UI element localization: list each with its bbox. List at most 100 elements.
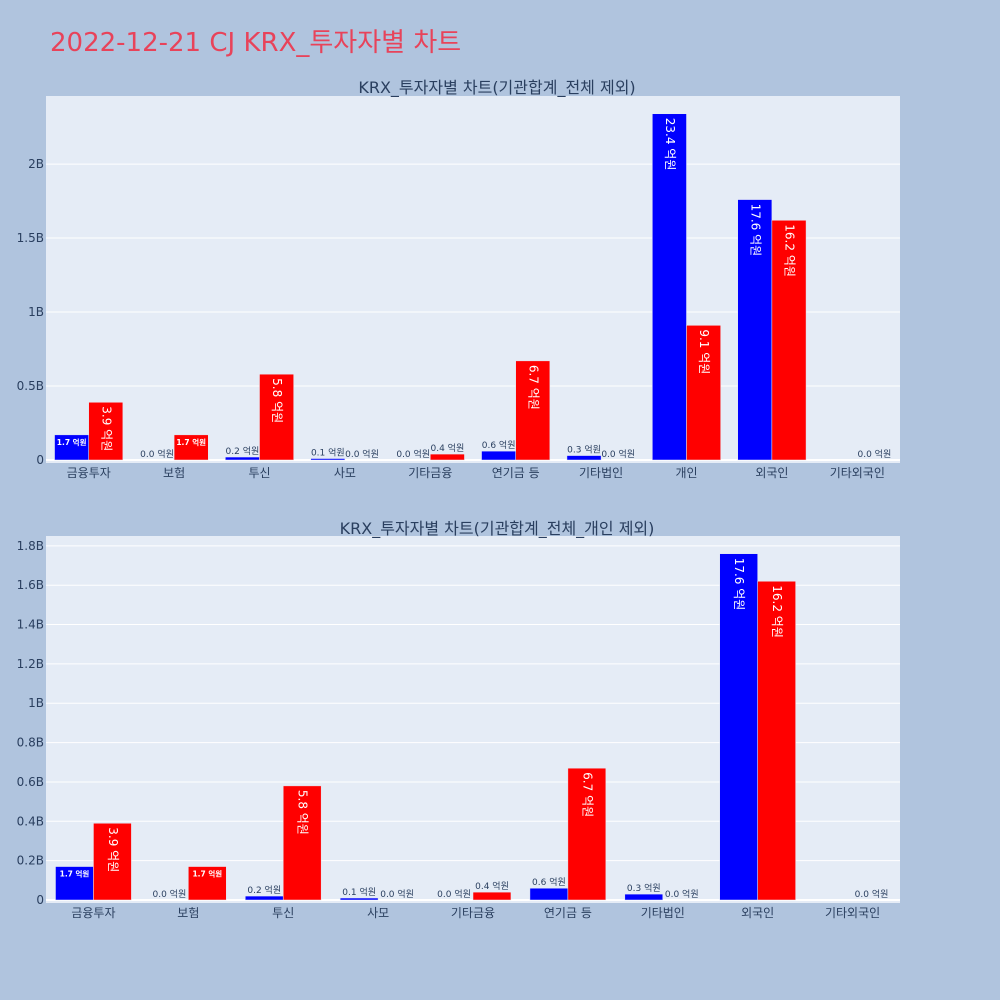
bar-value-label: 0.4 억원: [431, 442, 465, 454]
y-tick-label: 1.4B: [17, 618, 44, 632]
bar-value-label: 0.2 억원: [247, 884, 281, 896]
y-tick-label: 1.5B: [17, 231, 44, 245]
bar-value-label: 1.7 억원: [60, 869, 90, 879]
x-tick-label: 사모: [367, 906, 389, 920]
chart-lower: KRX_투자자별 차트(기관합계_전체_개인 제외) 0 0.2B 0.4B 0.6B 0…: [17, 519, 900, 920]
bar[interactable]: [771, 220, 807, 461]
x-tick-label: 금융투자: [71, 906, 115, 920]
y-tick-label: 0.8B: [17, 736, 44, 750]
bar-value-label: 0.6 억원: [482, 439, 516, 451]
bar-value-label: 6.7 억원: [580, 772, 594, 817]
bar-value-label: 3.9 억원: [106, 827, 120, 872]
bar-value-label: 23.4 억원: [663, 118, 677, 171]
bar-value-label: 1.7 억원: [176, 437, 206, 447]
bar-value-label: 0.1 억원: [342, 886, 376, 898]
x-tick-label: 외국인: [755, 466, 788, 480]
bar[interactable]: [719, 553, 758, 901]
x-tick-label: 연기금 등: [492, 466, 540, 480]
bar[interactable]: [173, 434, 209, 461]
bar-value-label: 17.6 억원: [748, 204, 762, 257]
x-tick-label: 보험: [163, 466, 185, 480]
bar-value-label: 6.7 억원: [526, 365, 540, 410]
bar[interactable]: [282, 785, 322, 901]
bar-value-label: 0.0 억원: [437, 888, 471, 900]
page-title: 2022-12-21 CJ KRX_투자자별 차트: [50, 28, 462, 58]
x-tick-label: 기타외국인: [830, 466, 885, 480]
chart-title: KRX_투자자별 차트(기관합계_전체_개인 제외): [340, 519, 655, 539]
x-tick-label: 연기금 등: [544, 906, 592, 920]
bar[interactable]: [515, 360, 551, 461]
bar[interactable]: [88, 402, 124, 461]
bar[interactable]: [55, 866, 94, 901]
y-tick-label: 0: [36, 893, 44, 907]
bar-value-label: 5.8 억원: [296, 790, 310, 835]
bar[interactable]: [259, 373, 294, 461]
bar-value-label: 0.0 억원: [345, 448, 379, 460]
y-tick-label: 1B: [28, 696, 44, 710]
bar-value-label: 1.7 억원: [57, 437, 87, 447]
bar[interactable]: [686, 325, 721, 461]
y-tick-label: 0.2B: [17, 854, 44, 868]
x-tick-label: 사모: [334, 466, 356, 480]
bar-value-label: 0.0 억원: [152, 888, 186, 900]
bar-value-label: 0.3 억원: [627, 882, 661, 894]
bar-value-label: 17.6 억원: [732, 558, 746, 611]
bar[interactable]: [481, 450, 516, 461]
bar-value-label: 0.0 억원: [601, 448, 635, 460]
bar-value-label: 3.9 억원: [99, 406, 113, 451]
x-tick-label: 개인: [675, 466, 697, 480]
y-tick-label: 2B: [28, 157, 44, 171]
bar-value-label: 0.0 억원: [855, 888, 889, 900]
bar-value-label: 0.0 억원: [665, 888, 699, 900]
bar[interactable]: [54, 434, 89, 461]
bar[interactable]: [188, 866, 227, 901]
bar[interactable]: [624, 893, 664, 901]
y-tick-label: 1.8B: [17, 539, 44, 553]
y-tick-label: 1.6B: [17, 578, 44, 592]
x-tick-label: 외국인: [741, 906, 774, 920]
bar-value-label: 16.2 억원: [770, 585, 784, 638]
bar[interactable]: [225, 456, 260, 461]
bar-value-label: 0.3 억원: [567, 444, 601, 456]
chart-upper: KRX_투자자별 차트(기관합계_전체 제외) 0 0.5B 1B 1.5B 2B 금융투자…: [17, 78, 900, 480]
bar-value-label: 9.1 억원: [697, 329, 711, 374]
bar-value-label: 0.4 억원: [475, 880, 509, 892]
y-tick-label: 0: [36, 453, 44, 467]
bar-value-label: 0.1 억원: [311, 447, 345, 459]
x-tick-label: 기타법인: [641, 906, 685, 920]
bar[interactable]: [245, 895, 284, 901]
bar-value-label: 0.0 억원: [380, 888, 414, 900]
bar-value-label: 0.0 억원: [140, 448, 174, 460]
bar[interactable]: [472, 891, 512, 901]
bar[interactable]: [652, 113, 687, 461]
y-tick-label: 0.6B: [17, 775, 44, 789]
y-tick-label: 1.2B: [17, 657, 44, 671]
bar[interactable]: [567, 767, 607, 901]
y-tick-label: 1B: [28, 305, 44, 319]
x-tick-label: 기타법인: [579, 466, 623, 480]
y-tick-label: 0.5B: [17, 379, 44, 393]
bar-value-label: 0.2 억원: [226, 445, 260, 457]
bar-value-label: 0.0 억원: [858, 448, 892, 460]
bar-value-label: 5.8 억원: [270, 378, 284, 423]
bar-value-label: 1.7 억원: [192, 869, 222, 879]
x-tick-label: 기타금융: [408, 466, 452, 480]
x-tick-label: 보험: [177, 906, 199, 920]
bar-value-label: 16.2 억원: [782, 224, 796, 277]
x-tick-label: 기타외국인: [825, 906, 880, 920]
bar[interactable]: [310, 458, 346, 461]
x-tick-label: 기타금융: [451, 906, 495, 920]
bar[interactable]: [529, 887, 569, 901]
bar[interactable]: [339, 897, 379, 901]
x-tick-label: 투신: [248, 466, 270, 480]
chart-title: KRX_투자자별 차트(기관합계_전체 제외): [358, 78, 635, 98]
bar[interactable]: [93, 823, 132, 901]
bar-value-label: 0.6 억원: [532, 876, 566, 888]
bar[interactable]: [430, 453, 465, 461]
bar[interactable]: [566, 455, 602, 461]
x-tick-label: 투신: [272, 906, 294, 920]
bar[interactable]: [757, 581, 796, 901]
bar-value-label: 0.0 억원: [396, 448, 430, 460]
y-tick-label: 0.4B: [17, 814, 44, 828]
x-tick-label: 금융투자: [67, 466, 111, 480]
